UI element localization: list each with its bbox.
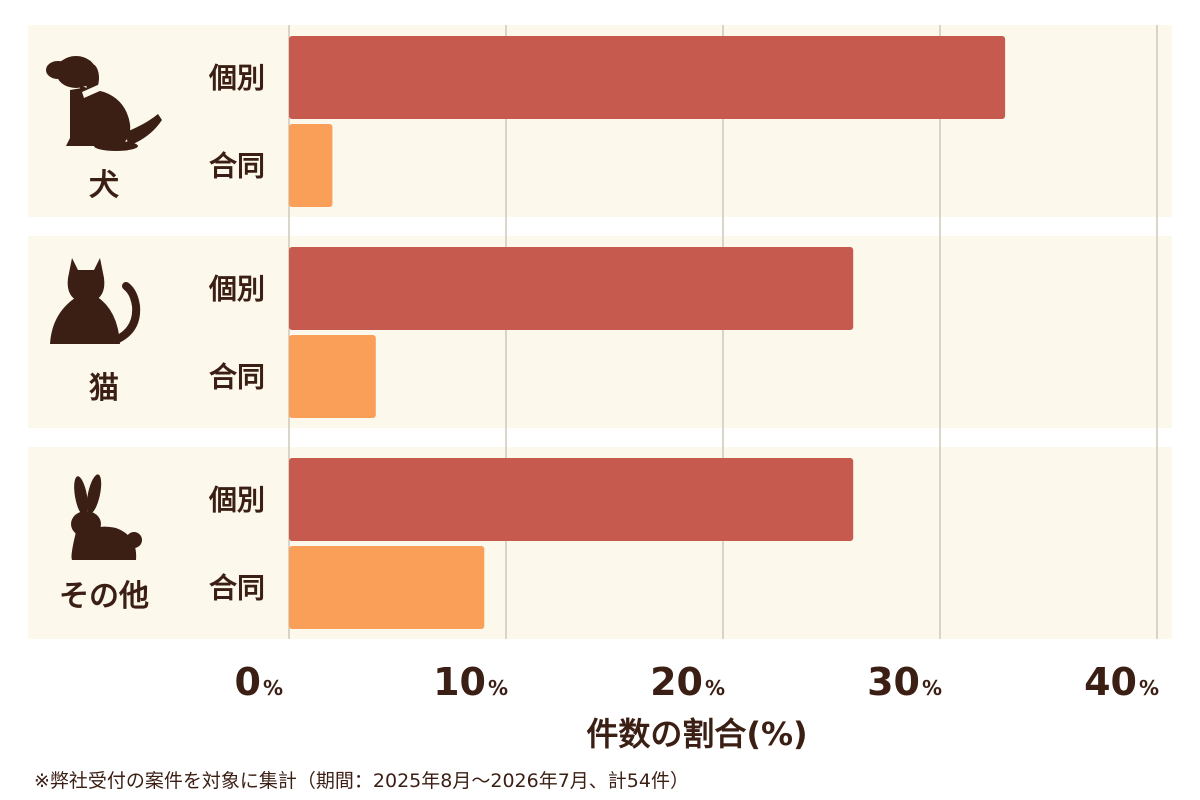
bars [289,36,1006,629]
footnote: ※弊社受付の案件を対象に集計（期間：2025年8月～2026年7月、計54件） [34,770,689,792]
bar-label: 合同 [209,572,265,605]
dog-icon [46,56,162,151]
bar [289,458,854,541]
bar [289,335,376,418]
x-tick-labels: 0% 10% 20% 30% 40% [235,660,1160,704]
bar [289,247,854,330]
x-tick-label: 20% [650,660,725,704]
category-label: その他 [59,579,149,614]
bar-label: 合同 [209,150,265,183]
bar [289,546,485,629]
cat-icon [50,258,141,344]
category-label: 猫 [89,371,119,406]
x-tick-label: 40% [1084,660,1159,704]
bar-label: 合同 [209,361,265,394]
x-tick-label: 0% [235,660,284,704]
bar [289,124,333,207]
bar [289,36,1006,119]
x-axis-title: 件数の割合(%) [586,715,807,753]
bar-label: 個別 [208,62,265,95]
bar-label: 個別 [208,273,265,306]
x-tick-label: 10% [433,660,508,704]
category-icons [46,56,162,560]
category-label: 犬 [89,168,119,203]
x-tick-label: 30% [867,660,942,704]
rabbit-icon [71,474,142,560]
bar-label: 個別 [208,484,265,517]
